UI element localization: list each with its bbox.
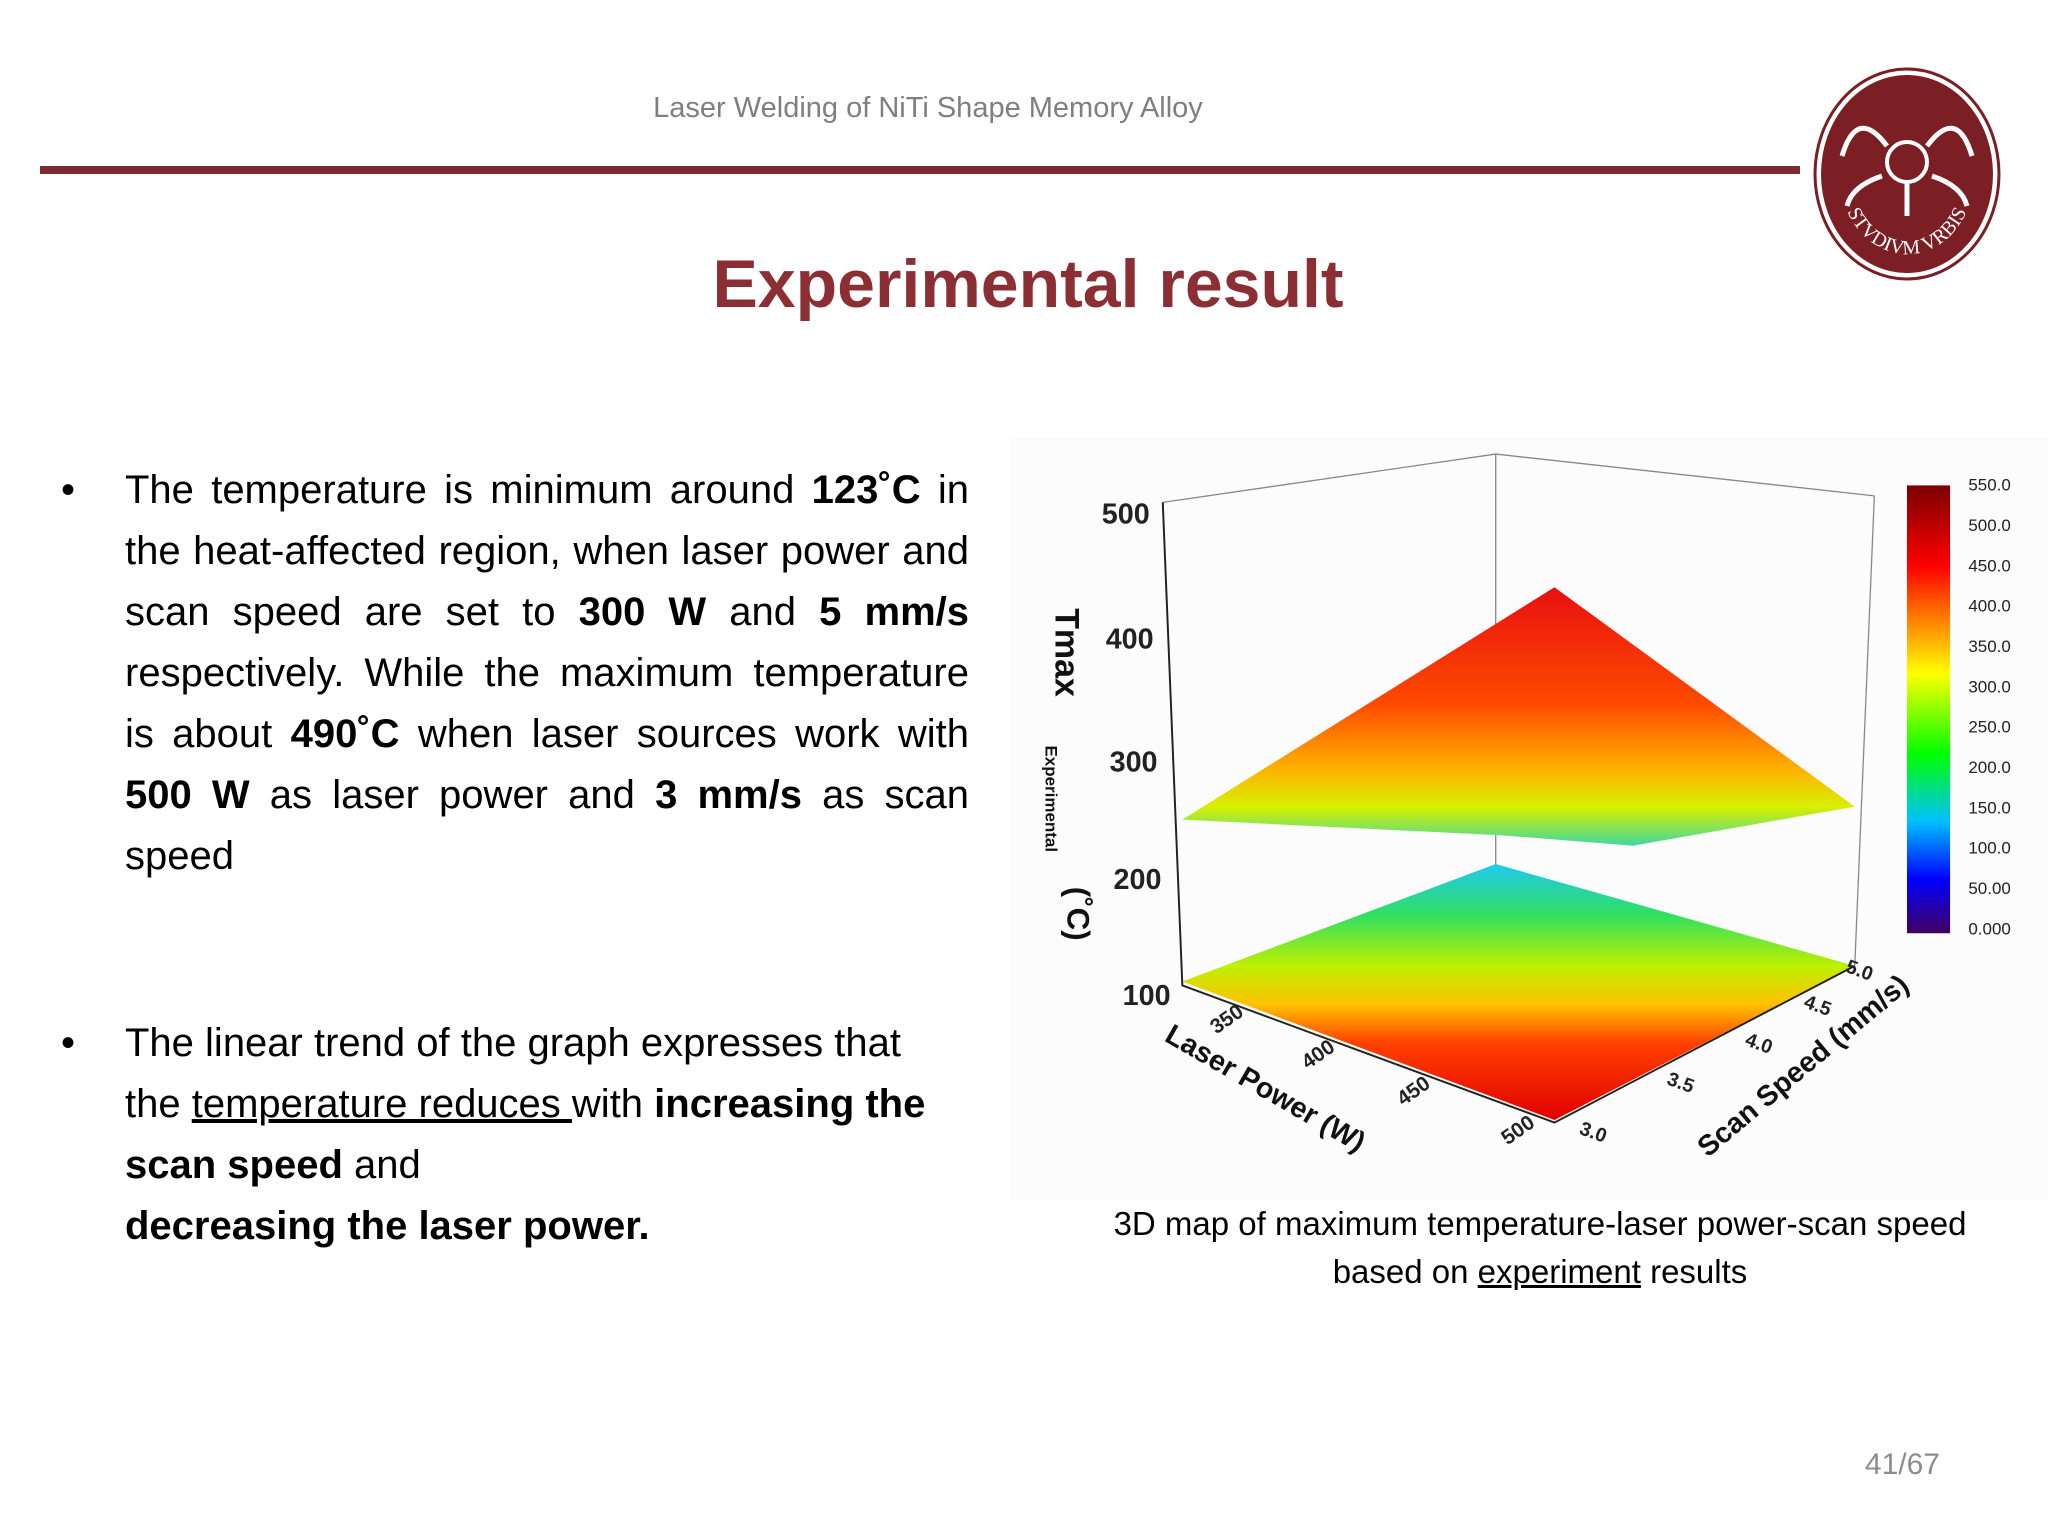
colorbar-tick-label: 300.0 [1968, 677, 2010, 696]
logo-wings [1839, 125, 1975, 216]
bold-text: 300 W [578, 590, 707, 634]
text: as scan speed [125, 773, 970, 878]
bullet-dot: • [61, 468, 76, 512]
text: The linear trend of the graph expresses … [125, 1021, 902, 1126]
bold-text: 3 mm/s [655, 773, 802, 817]
colorbar-tick-label: 350.0 [1968, 637, 2010, 656]
text: The temperature is minimum around [125, 468, 812, 512]
logo-face [1885, 140, 1929, 184]
axes [1161, 502, 1856, 1124]
caption-text: results [1640, 1253, 1748, 1290]
colorbar-tick-label: 500.0 [1968, 516, 2010, 535]
logo: STVDIVM VRBIS [1813, 67, 2001, 281]
logo-disc [1821, 75, 1993, 273]
z-axis-sublabel: Experimental [1041, 745, 1060, 852]
upper-surface [1182, 587, 1855, 846]
colorbar-tick-label: 250.0 [1968, 718, 2010, 737]
bold-text: 490˚C [290, 712, 400, 756]
header-title: Laser Welding of NiTi Shape Memory Alloy [653, 92, 1203, 124]
lower-surface [1182, 864, 1855, 1120]
z-axis-label: Tmax [1048, 608, 1086, 697]
caption-text: based on [1332, 1253, 1478, 1290]
z-tick-label: 200 [1114, 864, 1162, 896]
page-number: 41/67 [1864, 1448, 1940, 1481]
caption-line: 3D map of maximum temperature-laser powe… [1113, 1205, 1967, 1242]
text: and [342, 1143, 421, 1187]
bullet: • The temperature is minimum around 123˚C… [61, 460, 970, 887]
text: as laser power and [249, 773, 656, 817]
colorbar-tick-label: 50.00 [1968, 879, 2010, 898]
colorbar-tick-label: 450.0 [1968, 556, 2010, 575]
text: with [571, 1082, 655, 1126]
colorbar-tick-label: 200.0 [1968, 758, 2010, 777]
z-tick-label: 100 [1123, 980, 1171, 1012]
text: when laser sources work with [399, 712, 969, 756]
header-rule [40, 166, 1800, 174]
text: respectively. While the maximum temperat… [125, 651, 969, 756]
bold-text: decreasing the laser power. [125, 1204, 650, 1248]
bold-text: 5 mm/s [819, 590, 970, 634]
slide-title: Experimental result [712, 246, 1344, 322]
axis-lines [1161, 502, 1856, 1124]
colorbar-tick-label: 550.0 [1968, 476, 2010, 495]
z-tick-label: 500 [1102, 498, 1150, 530]
colorbar-tick-label: 400.0 [1968, 597, 2010, 616]
colorbar-tick-label: 100.0 [1968, 839, 2010, 858]
bullet: • The linear trend of the graph expresses… [61, 1013, 955, 1257]
bold-text: 123˚C [811, 468, 921, 512]
text: and [706, 590, 820, 634]
bold-text: 500 W [125, 773, 250, 817]
bullet-dot: • [61, 1021, 76, 1065]
caption-underlined: experiment [1477, 1253, 1641, 1290]
z-tick-label: 300 [1110, 746, 1158, 778]
colorbar-tick-label: 0.000 [1968, 919, 2010, 938]
text: in the heat-affected region, when laser … [125, 468, 970, 634]
colorbar-tick-label: 150.0 [1968, 798, 2010, 817]
z-tick-label: 400 [1106, 624, 1154, 656]
z-axis-unit: (˚C) [1060, 887, 1095, 941]
bold-text: increasing the scan speed [125, 1082, 926, 1187]
figure-caption: 3D map of maximum temperature-laser powe… [1040, 1200, 2040, 1296]
colorbar [1906, 485, 1951, 934]
underlined-text: temperature reduces [191, 1082, 572, 1126]
